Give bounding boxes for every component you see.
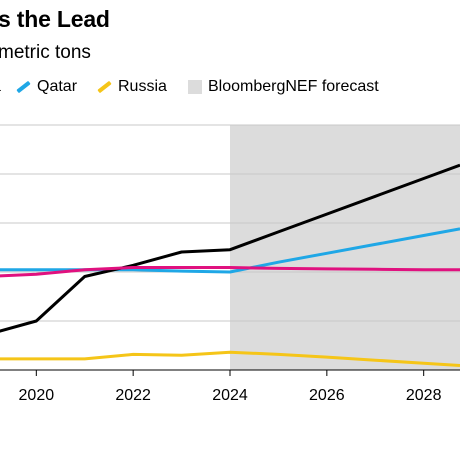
chart-subtitle: metric tons — [0, 42, 91, 63]
legend-label: a — [0, 76, 1, 98]
legend-item-qatar: Qatar — [16, 76, 77, 98]
chart-title: s the Lead — [0, 6, 110, 32]
x-tick-label-1: 2022 — [115, 387, 151, 404]
series-line-3 — [0, 350, 460, 367]
legend: a Qatar Russia BloombergNEF forecast — [0, 76, 460, 98]
legend-item-black-series: a — [0, 76, 1, 98]
legend-label: Qatar — [37, 78, 78, 95]
legend-swatch-forecast — [188, 80, 202, 94]
legend-item-russia: Russia — [97, 76, 167, 98]
legend-label: Russia — [118, 78, 167, 95]
x-tick-label-3: 2026 — [309, 387, 345, 404]
series-line-2 — [0, 266, 460, 278]
series-line-0 — [0, 163, 460, 333]
legend-label: BloombergNEF forecast — [208, 78, 379, 95]
forecast-region — [230, 125, 460, 370]
legend-item-forecast: BloombergNEF forecast — [188, 76, 379, 98]
x-tick-label-0: 2020 — [19, 387, 55, 404]
x-tick-label-2: 2024 — [212, 387, 248, 404]
x-tick-label-4: 2028 — [406, 387, 442, 404]
